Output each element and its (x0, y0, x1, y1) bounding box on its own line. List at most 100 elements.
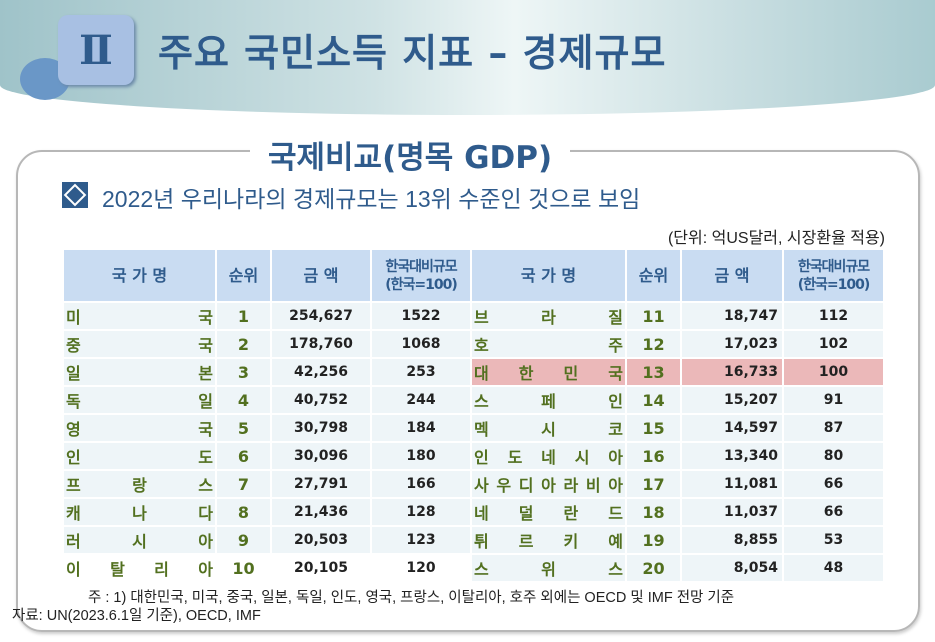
country-name-cell: 미국 (64, 303, 215, 329)
rank-cell: 15 (627, 415, 680, 441)
headline: 2022년 우리나라의 경제규모는 13위 수준인 것으로 보임 (102, 186, 641, 212)
rank-cell: 5 (217, 415, 270, 441)
rank-cell: 8 (217, 499, 270, 525)
country-name-cell: 튀르키예 (472, 527, 625, 553)
country-name-cell: 대한민국 (472, 359, 625, 385)
column-header: 한국대비규모 (한국=100) (784, 250, 883, 301)
header-banner (0, 0, 935, 115)
column-header: 순위 (217, 250, 270, 301)
amount-cell: 8,054 (682, 555, 782, 581)
amount-cell: 30,798 (272, 415, 370, 441)
page-title: 주요 국민소득 지표 – 경제규모 (158, 31, 667, 75)
ratio-cell: 123 (372, 527, 470, 553)
amount-cell: 16,733 (682, 359, 782, 385)
country-name-cell: 브라질 (472, 303, 625, 329)
country-name: 이탈리아 (66, 560, 213, 579)
column-header: 국 가 명 (472, 250, 625, 301)
rank-cell: 13 (627, 359, 680, 385)
ratio-cell: 53 (784, 527, 883, 553)
country-name: 네덜란드 (474, 504, 623, 523)
country-name-cell: 영국 (64, 415, 215, 441)
amount-cell: 20,105 (272, 555, 370, 581)
rank-cell: 2 (217, 331, 270, 357)
rank-cell: 14 (627, 387, 680, 413)
ratio-cell: 80 (784, 443, 883, 469)
country-name: 일본 (66, 364, 213, 383)
country-name: 사우디아라비아 (474, 476, 625, 495)
unit-label: (단위: 억US달러, 시장환율 적용) (667, 230, 885, 247)
country-name: 인도 (66, 448, 213, 467)
country-name-cell: 인도 (64, 443, 215, 469)
ratio-cell: 128 (372, 499, 470, 525)
country-name: 캐나다 (66, 504, 213, 523)
column-header: 금 액 (682, 250, 782, 301)
rank-cell: 1 (217, 303, 270, 329)
column-header: 금 액 (272, 250, 370, 301)
ratio-cell: 87 (784, 415, 883, 441)
ratio-cell: 91 (784, 387, 883, 413)
country-name-cell: 사우디아라비아 (472, 471, 625, 497)
section-badge: Ⅱ (58, 15, 134, 85)
country-name-cell: 이탈리아 (64, 555, 215, 581)
country-name: 영국 (66, 420, 213, 439)
rank-cell: 18 (627, 499, 680, 525)
country-name-cell: 일본 (64, 359, 215, 385)
country-name: 중국 (66, 336, 213, 355)
ratio-cell: 1068 (372, 331, 470, 357)
country-name-cell: 프랑스 (64, 471, 215, 497)
ratio-cell: 1522 (372, 303, 470, 329)
amount-cell: 20,503 (272, 527, 370, 553)
amount-cell: 27,791 (272, 471, 370, 497)
country-name-cell: 호주 (472, 331, 625, 357)
diamond-bullet-icon (62, 182, 88, 208)
amount-cell: 42,256 (272, 359, 370, 385)
country-name-cell: 네덜란드 (472, 499, 625, 525)
country-name: 독일 (66, 392, 213, 411)
amount-cell: 30,096 (272, 443, 370, 469)
country-name: 호주 (474, 336, 623, 355)
country-name-cell: 스위스 (472, 555, 625, 581)
source-note: 자료: UN(2023.6.1일 기준), OECD, IMF (12, 608, 261, 624)
ratio-cell: 184 (372, 415, 470, 441)
ratio-cell: 166 (372, 471, 470, 497)
rank-cell: 17 (627, 471, 680, 497)
amount-cell: 254,627 (272, 303, 370, 329)
amount-cell: 15,207 (682, 387, 782, 413)
ratio-cell: 66 (784, 499, 883, 525)
country-name: 인도네시아 (474, 448, 623, 467)
ratio-cell: 253 (372, 359, 470, 385)
ratio-cell: 100 (784, 359, 883, 385)
rank-cell: 9 (217, 527, 270, 553)
column-header: 국 가 명 (64, 250, 215, 301)
amount-cell: 17,023 (682, 331, 782, 357)
rank-cell: 20 (627, 555, 680, 581)
rank-cell: 12 (627, 331, 680, 357)
country-name: 러시아 (66, 532, 213, 551)
ratio-cell: 102 (784, 331, 883, 357)
rank-cell: 4 (217, 387, 270, 413)
country-name: 브라질 (474, 308, 623, 327)
rank-cell: 11 (627, 303, 680, 329)
country-name: 대한민국 (474, 364, 623, 383)
ratio-cell: 244 (372, 387, 470, 413)
ratio-cell: 120 (372, 555, 470, 581)
country-name-cell: 인도네시아 (472, 443, 625, 469)
ratio-cell: 66 (784, 471, 883, 497)
country-name: 스위스 (474, 560, 623, 579)
country-name: 튀르키예 (474, 532, 623, 551)
column-header: 한국대비규모 (한국=100) (372, 250, 470, 301)
amount-cell: 13,340 (682, 443, 782, 469)
ratio-cell: 48 (784, 555, 883, 581)
amount-cell: 178,760 (272, 331, 370, 357)
section-subtitle: 국제비교(명목 GDP) (250, 132, 571, 177)
country-name-cell: 중국 (64, 331, 215, 357)
amount-cell: 11,081 (682, 471, 782, 497)
amount-cell: 14,597 (682, 415, 782, 441)
country-name: 프랑스 (66, 476, 213, 495)
country-name-cell: 캐나다 (64, 499, 215, 525)
amount-cell: 11,037 (682, 499, 782, 525)
country-name-cell: 러시아 (64, 527, 215, 553)
country-name-cell: 스페인 (472, 387, 625, 413)
amount-cell: 18,747 (682, 303, 782, 329)
